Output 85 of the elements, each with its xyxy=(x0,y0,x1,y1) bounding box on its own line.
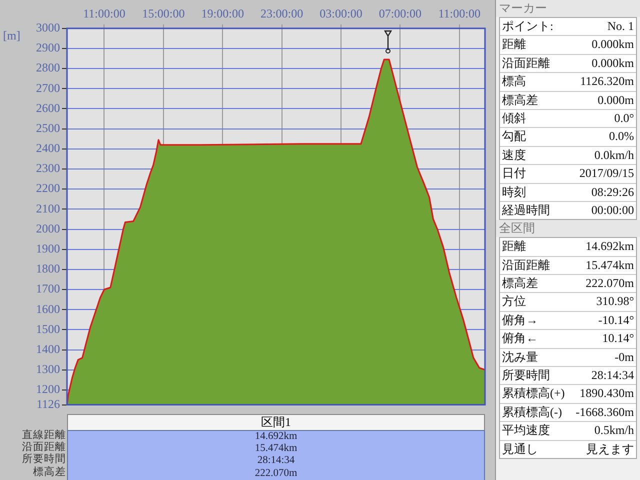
text: 勾配 xyxy=(502,128,526,146)
text: マーカー xyxy=(496,0,640,17)
x-tick-label: 03:00:00 xyxy=(320,6,362,20)
text: 沿面距離 xyxy=(502,54,550,72)
text: 距離 xyxy=(502,238,526,256)
text: 15.474km xyxy=(586,256,634,274)
text: 標高差 xyxy=(502,275,538,292)
y-tick-label: 2600 xyxy=(36,100,60,115)
y-tick-label: 1700 xyxy=(36,282,60,296)
text: 14.692km xyxy=(586,238,634,256)
text: 222.070m xyxy=(254,468,298,480)
text: No. 1 xyxy=(607,18,634,35)
text: 0.0% xyxy=(609,128,634,146)
text: 速度 xyxy=(502,146,526,164)
text: 1126.320m xyxy=(580,73,634,90)
text: ポイント: xyxy=(502,18,554,35)
x-tick-label: 23:00:00 xyxy=(260,6,304,20)
x-tick-label: 15:00:00 xyxy=(142,6,185,20)
x-tick-label: 07:00:00 xyxy=(378,6,422,20)
y-tick-label: 1126 xyxy=(36,396,60,411)
text: 沈み量 xyxy=(502,348,538,366)
text: -10.14° xyxy=(598,312,634,329)
y-tick-label: 2200 xyxy=(36,181,60,196)
text: 222.070m xyxy=(586,275,634,292)
text: 累積標高(-) xyxy=(502,404,562,421)
text: -0m xyxy=(614,348,634,366)
y-tick-label: 1300 xyxy=(36,362,60,376)
text: 時刻 xyxy=(502,184,526,201)
x-tick-label: 11:00:00 xyxy=(438,6,480,20)
y-tick-label: 2500 xyxy=(36,120,60,135)
text: 15.474km xyxy=(254,443,298,456)
x-tick-label: 11:00:00 xyxy=(83,6,126,20)
y-tick-label: 1500 xyxy=(36,322,60,336)
text: 1890.430m xyxy=(580,385,634,402)
text: 標高 xyxy=(502,73,526,90)
text: 0.000km xyxy=(592,36,634,54)
text: 28:14:34 xyxy=(591,367,634,384)
text: 00:00:00 xyxy=(591,202,634,219)
x-tick-label: 19:00:00 xyxy=(201,6,244,20)
text: 傾斜 xyxy=(502,110,526,127)
y-tick-label: 2900 xyxy=(36,40,60,55)
text: 0.0° xyxy=(614,110,634,127)
text: 平均速度 xyxy=(502,422,550,440)
y-tick-label: 2300 xyxy=(36,161,60,176)
y-tick-label: 2000 xyxy=(36,221,60,236)
text: 沿面距離 xyxy=(502,256,550,274)
text: 見通し xyxy=(502,440,538,458)
text: 区間1 xyxy=(67,414,485,431)
y-tick-label: 1400 xyxy=(36,342,60,356)
text: 0.0km/h xyxy=(594,146,634,164)
y-tick-label: 2100 xyxy=(36,201,60,216)
text: 所要時間 xyxy=(502,367,550,384)
text: 日付 xyxy=(502,165,526,182)
text: 0.000m xyxy=(598,92,634,109)
y-tick-label: 2700 xyxy=(36,80,60,95)
text: 10.14° xyxy=(602,330,634,348)
text: 全区間 xyxy=(496,220,640,238)
text: 標高差 xyxy=(32,466,66,479)
text: 累積標高(+) xyxy=(502,385,565,402)
y-tick-label: 1900 xyxy=(36,241,60,256)
y-tick-label: 3000 xyxy=(36,20,60,35)
text: -1668.360m xyxy=(576,404,634,421)
text: 標高差 xyxy=(502,92,538,109)
text: 08:29:26 xyxy=(591,184,634,201)
text: 方位 xyxy=(502,293,526,310)
text: 0.000km xyxy=(592,54,634,72)
text: 所要時間 xyxy=(21,454,66,466)
y-tick-label: 1600 xyxy=(36,302,60,316)
text: 直線距離 xyxy=(21,430,66,442)
y-tick-label: 2400 xyxy=(36,141,60,156)
text: 28:14:34 xyxy=(256,455,296,468)
text: 310.98° xyxy=(596,293,634,310)
y-tick-label: 1200 xyxy=(36,382,60,396)
y-tick-label: 1800 xyxy=(36,262,60,276)
text: 距離 xyxy=(502,36,526,54)
text: 沿面距離 xyxy=(21,442,66,454)
y-axis-title: [m] xyxy=(3,28,20,43)
text: 俯角→ xyxy=(502,312,538,329)
y-tick-label: 2800 xyxy=(36,60,60,75)
text: 見えます xyxy=(586,440,634,458)
text: 俯角← xyxy=(502,330,538,348)
text: 14.692km xyxy=(254,431,298,444)
text: 経過時間 xyxy=(502,202,550,219)
text: 0.5km/h xyxy=(594,422,634,440)
text: 2017/09/15 xyxy=(579,165,634,182)
